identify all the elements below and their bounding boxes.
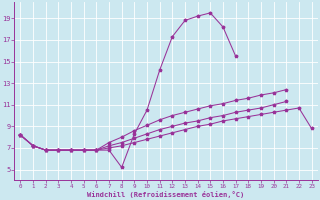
- X-axis label: Windchill (Refroidissement éolien,°C): Windchill (Refroidissement éolien,°C): [87, 191, 244, 198]
